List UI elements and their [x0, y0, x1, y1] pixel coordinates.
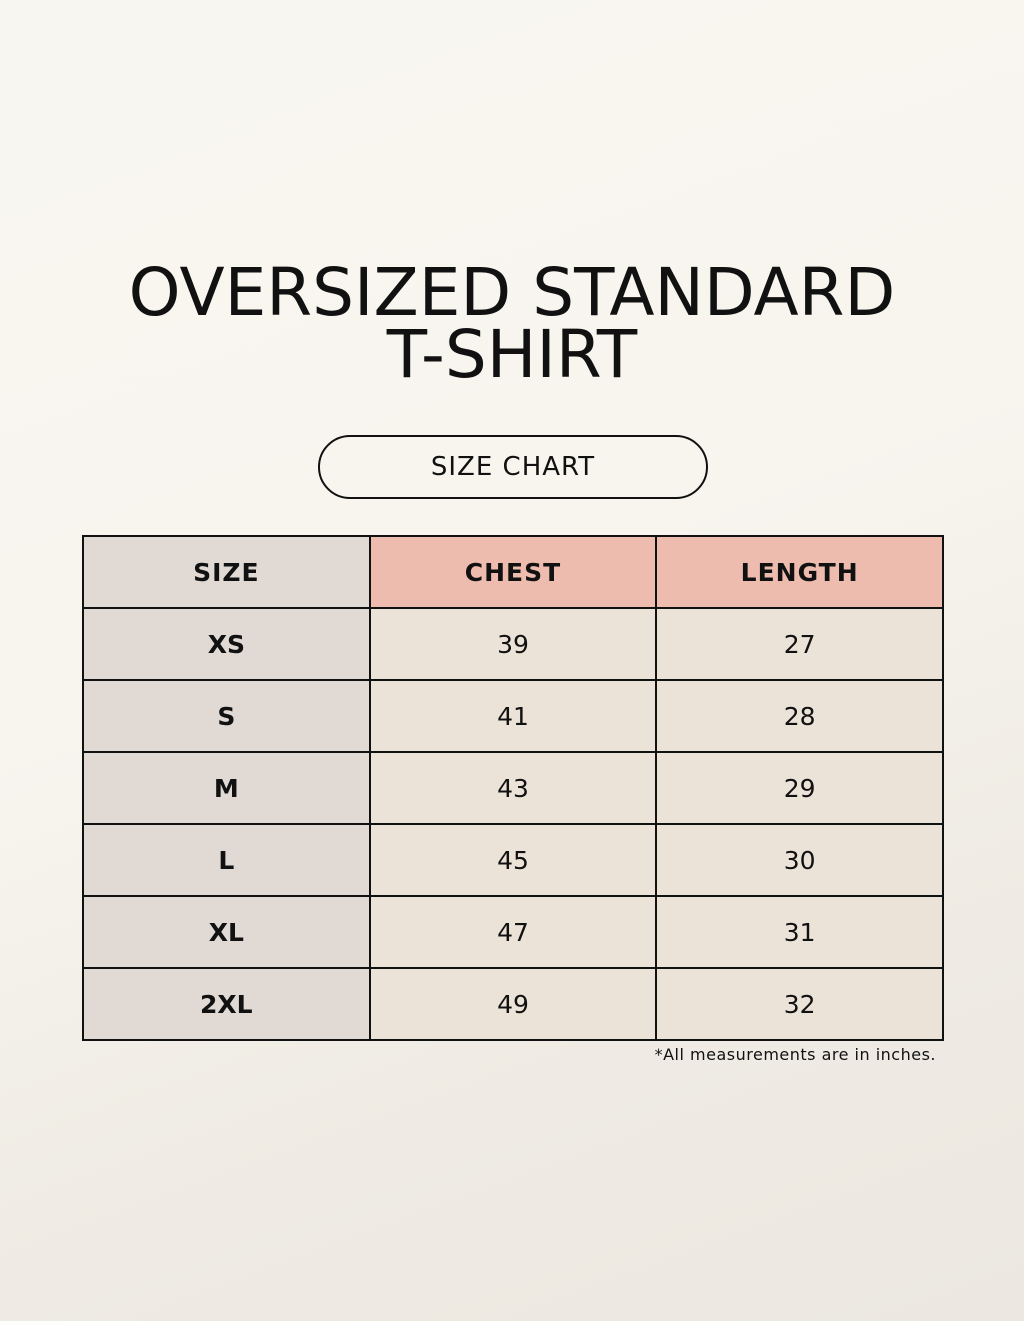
cell-length: 28 — [655, 679, 944, 753]
size-chart-label: SIZE CHART — [318, 435, 708, 499]
header-size: SIZE — [82, 535, 371, 609]
cell-size: XS — [82, 607, 371, 681]
header-length: LENGTH — [655, 535, 944, 609]
table-row: M 43 29 — [82, 751, 944, 825]
cell-length: 29 — [655, 751, 944, 825]
cell-chest: 45 — [368, 823, 658, 897]
measurement-note: *All measurements are in inches. — [654, 1045, 936, 1064]
table-header-row: SIZE CHEST LENGTH — [82, 535, 944, 609]
title-line-1: OVERSIZED STANDARD — [128, 254, 896, 331]
page-title: OVERSIZED STANDARD T-SHIRT — [0, 254, 1024, 393]
cell-chest: 47 — [368, 895, 658, 969]
cell-chest: 41 — [368, 679, 658, 753]
size-table: SIZE CHEST LENGTH XS 39 27 S 41 28 M 43 29 L 45 30 X… — [82, 535, 944, 1041]
table-row: XL 47 31 — [82, 895, 944, 969]
cell-chest: 39 — [368, 607, 658, 681]
table-row: S 41 28 — [82, 679, 944, 753]
table-row: 2XL 49 32 — [82, 967, 944, 1041]
table-row: L 45 30 — [82, 823, 944, 897]
cell-size: L — [82, 823, 371, 897]
cell-length: 32 — [655, 967, 944, 1041]
cell-size: S — [82, 679, 371, 753]
cell-size: M — [82, 751, 371, 825]
cell-size: XL — [82, 895, 371, 969]
title-line-2: T-SHIRT — [386, 316, 638, 393]
cell-size: 2XL — [82, 967, 371, 1041]
cell-length: 31 — [655, 895, 944, 969]
cell-chest: 43 — [368, 751, 658, 825]
cell-chest: 49 — [368, 967, 658, 1041]
cell-length: 30 — [655, 823, 944, 897]
header-chest: CHEST — [368, 535, 658, 609]
table-row: XS 39 27 — [82, 607, 944, 681]
cell-length: 27 — [655, 607, 944, 681]
